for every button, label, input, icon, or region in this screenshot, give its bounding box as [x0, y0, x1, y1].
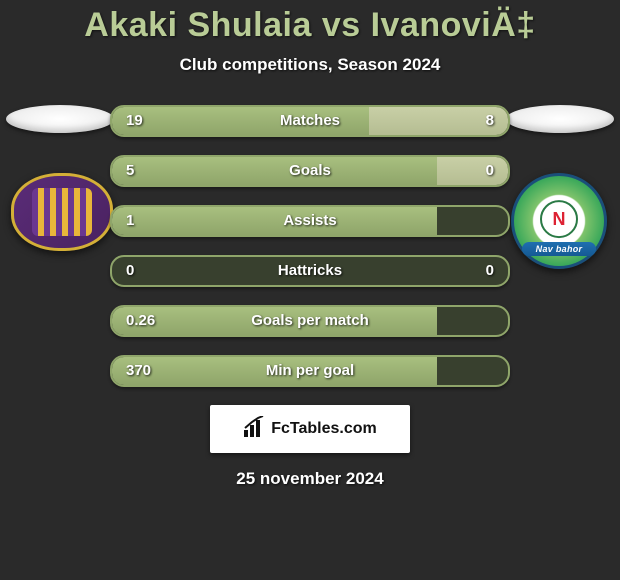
player-left — [6, 105, 114, 251]
club-badge-right — [511, 173, 607, 269]
stats-bars: 19Matches85Goals01Assists0Hattricks00.26… — [110, 105, 510, 387]
avatar-placeholder-left — [6, 105, 114, 133]
stat-label: Goals — [112, 157, 508, 185]
stat-value-right: 0 — [486, 157, 494, 185]
stat-label: Goals per match — [112, 307, 508, 335]
source-logo-text: FcTables.com — [271, 420, 377, 438]
source-logo: FcTables.com — [210, 405, 410, 453]
stat-row: 370Min per goal — [110, 355, 510, 387]
stat-value-right: 0 — [486, 257, 494, 285]
player-right — [506, 105, 614, 269]
stat-row: 19Matches8 — [110, 105, 510, 137]
stat-row: 1Assists — [110, 205, 510, 237]
stat-row: 0Hattricks0 — [110, 255, 510, 287]
avatar-placeholder-right — [506, 105, 614, 133]
club-badge-left — [11, 173, 113, 251]
stat-label: Hattricks — [112, 257, 508, 285]
stat-value-right: 8 — [486, 107, 494, 135]
snapshot-date: 25 november 2024 — [0, 469, 620, 489]
stat-row: 5Goals0 — [110, 155, 510, 187]
page-title: Akaki Shulaia vs IvanoviÄ‡ — [0, 0, 620, 45]
page-subtitle: Club competitions, Season 2024 — [0, 55, 620, 75]
comparison-card: Akaki Shulaia vs IvanoviÄ‡ Club competit… — [0, 0, 620, 580]
stat-label: Assists — [112, 207, 508, 235]
stat-label: Matches — [112, 107, 508, 135]
main-area: 19Matches85Goals01Assists0Hattricks00.26… — [0, 105, 620, 489]
stat-label: Min per goal — [112, 357, 508, 385]
fctables-icon — [243, 416, 265, 443]
stat-row: 0.26Goals per match — [110, 305, 510, 337]
